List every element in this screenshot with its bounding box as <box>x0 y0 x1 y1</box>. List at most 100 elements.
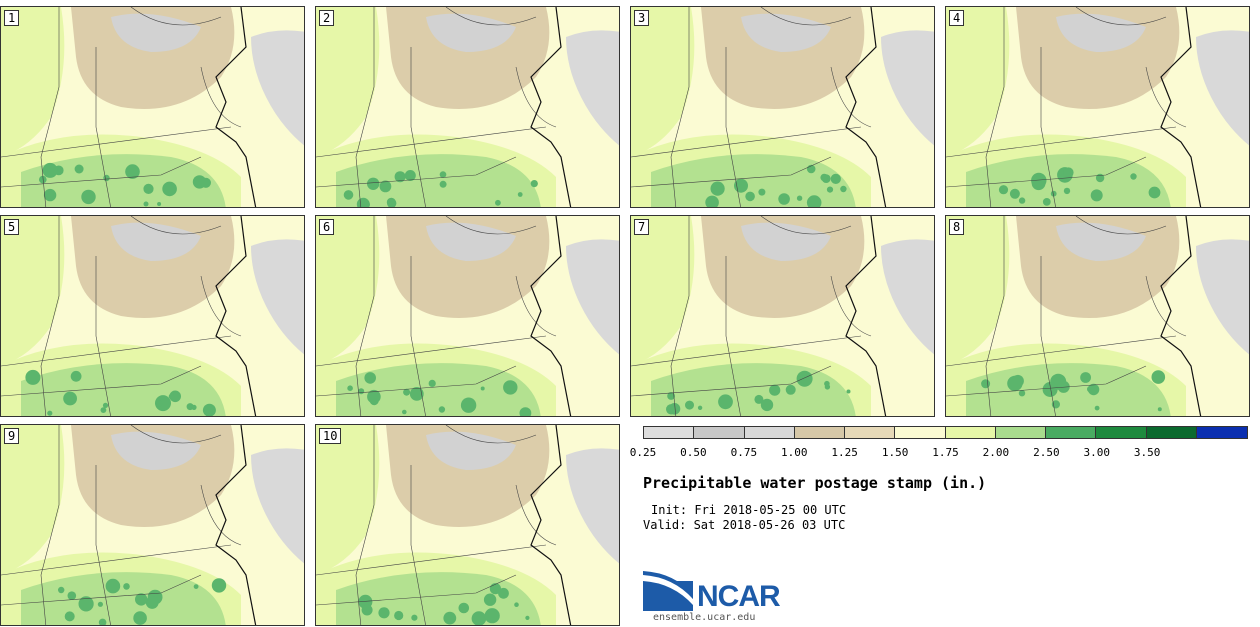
very-dry-region <box>1056 13 1146 53</box>
state-border <box>946 126 1177 158</box>
high-moisture-cell <box>667 392 675 400</box>
state-border <box>130 7 222 26</box>
high-moisture-cell <box>343 190 354 200</box>
high-moisture-cell <box>39 175 47 184</box>
high-moisture-cell <box>411 614 418 621</box>
high-moisture-cell <box>367 177 380 190</box>
stamp-panel-5: 5 <box>0 215 305 417</box>
high-moisture-cell <box>428 379 436 387</box>
ncar-logo-icon <box>643 571 693 611</box>
state-border <box>200 66 242 128</box>
high-moisture-cell <box>202 403 216 416</box>
stamp-label: 10 <box>319 428 342 444</box>
very-dry-region <box>426 431 516 470</box>
state-border <box>631 335 862 367</box>
high-moisture-cell <box>156 400 163 407</box>
high-moisture-cell <box>745 191 755 202</box>
precipitable-water-map <box>316 7 619 207</box>
state-border <box>316 544 547 576</box>
moister-region-south <box>651 154 856 207</box>
colorbar-tick-label: 1.25 <box>831 446 858 459</box>
state-border <box>95 47 111 207</box>
moister-region-south <box>336 154 541 207</box>
high-moisture-cell <box>438 406 446 413</box>
stamp-label: 9 <box>4 428 20 444</box>
colorbar-swatch <box>1046 427 1097 438</box>
high-moisture-cell <box>495 199 501 206</box>
high-moisture-cell <box>519 407 532 416</box>
precipitable-water-map <box>946 7 1249 207</box>
high-moisture-cell <box>796 370 813 387</box>
colorbar-swatch <box>995 427 1046 438</box>
state-border <box>200 275 242 337</box>
high-moisture-cell <box>439 180 447 188</box>
state-border <box>355 425 375 625</box>
high-moisture-cell <box>70 370 82 382</box>
ocean-dry-region <box>251 448 304 564</box>
high-moisture-cell <box>103 174 110 182</box>
state-border <box>130 216 222 235</box>
colorbar-tick-label: 2.00 <box>982 446 1010 459</box>
high-moisture-cell <box>1080 372 1091 383</box>
high-moisture-cell <box>169 390 181 403</box>
coastline <box>1160 7 1202 207</box>
very-dry-region <box>741 13 831 53</box>
high-moisture-cell <box>1050 190 1057 197</box>
state-border <box>40 7 60 207</box>
coastline <box>215 7 257 207</box>
moister-region-south <box>21 572 226 625</box>
high-moisture-cell <box>769 384 781 396</box>
state-border <box>1 335 232 367</box>
colorbar-swatch <box>945 427 996 438</box>
colorbar-swatch <box>1096 427 1147 438</box>
colorbar <box>643 426 1248 439</box>
high-moisture-cell <box>404 170 416 181</box>
high-moisture-cell <box>471 611 487 625</box>
high-moisture-cell <box>754 394 764 404</box>
state-border <box>830 66 872 128</box>
state-border <box>445 7 537 26</box>
state-border <box>316 365 517 397</box>
stamp-panel-8: 8 <box>945 215 1250 417</box>
high-moisture-cell <box>1094 405 1100 411</box>
high-moisture-cell <box>162 181 177 197</box>
precipitable-water-map <box>631 7 934 207</box>
high-moisture-cell <box>81 189 96 205</box>
state-border <box>670 216 690 416</box>
high-moisture-cell <box>796 195 803 201</box>
state-border <box>316 156 517 188</box>
colorbar-tick-label: 3.50 <box>1133 446 1161 459</box>
stamp-panel-9: 9 <box>0 424 305 626</box>
high-moisture-cell <box>143 183 154 194</box>
high-moisture-cell <box>483 593 497 606</box>
state-border <box>1 156 202 188</box>
high-moisture-cell <box>998 185 1009 195</box>
moist-region-west <box>631 7 695 157</box>
ocean-dry-region <box>566 30 619 146</box>
high-moisture-cell <box>42 162 58 178</box>
high-moisture-cell <box>1148 186 1161 199</box>
high-moisture-cell <box>1009 188 1020 199</box>
stamp-panel-1: 1 <box>0 6 305 208</box>
ocean-dry-region <box>1196 239 1249 355</box>
precipitable-water-map <box>316 425 619 625</box>
moister-region-south <box>336 363 541 416</box>
high-moisture-cell <box>705 195 719 207</box>
high-moisture-cell <box>1063 167 1074 178</box>
state-border <box>760 7 852 26</box>
state-border <box>515 275 557 337</box>
coastline <box>530 425 572 625</box>
state-border <box>631 126 862 158</box>
high-moisture-cell <box>484 608 500 624</box>
colorbar-swatch <box>1196 427 1247 438</box>
high-moisture-cell <box>74 164 84 174</box>
state-border <box>1040 47 1056 207</box>
high-moisture-cell <box>1087 383 1100 396</box>
colorbar-tick-label: 1.00 <box>781 446 808 459</box>
state-border <box>946 365 1147 397</box>
moist-region-west <box>946 216 1010 366</box>
coastline <box>215 425 257 625</box>
state-border <box>1 365 202 397</box>
moist-region-west <box>316 425 380 575</box>
very-dry-region <box>426 222 516 261</box>
